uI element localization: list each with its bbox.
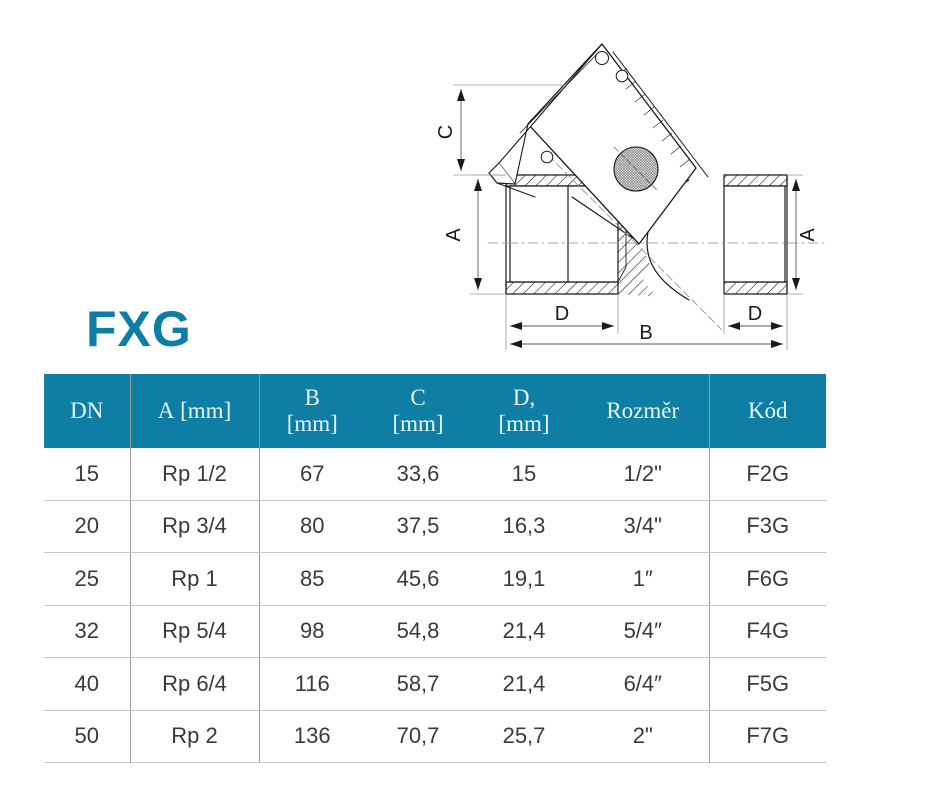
svg-text:C: C <box>435 125 457 139</box>
svg-text:A: A <box>797 228 819 242</box>
svg-text:B: B <box>639 322 652 344</box>
svg-text:D: D <box>555 303 569 325</box>
svg-text:D: D <box>748 303 762 325</box>
svg-text:A: A <box>443 228 465 242</box>
